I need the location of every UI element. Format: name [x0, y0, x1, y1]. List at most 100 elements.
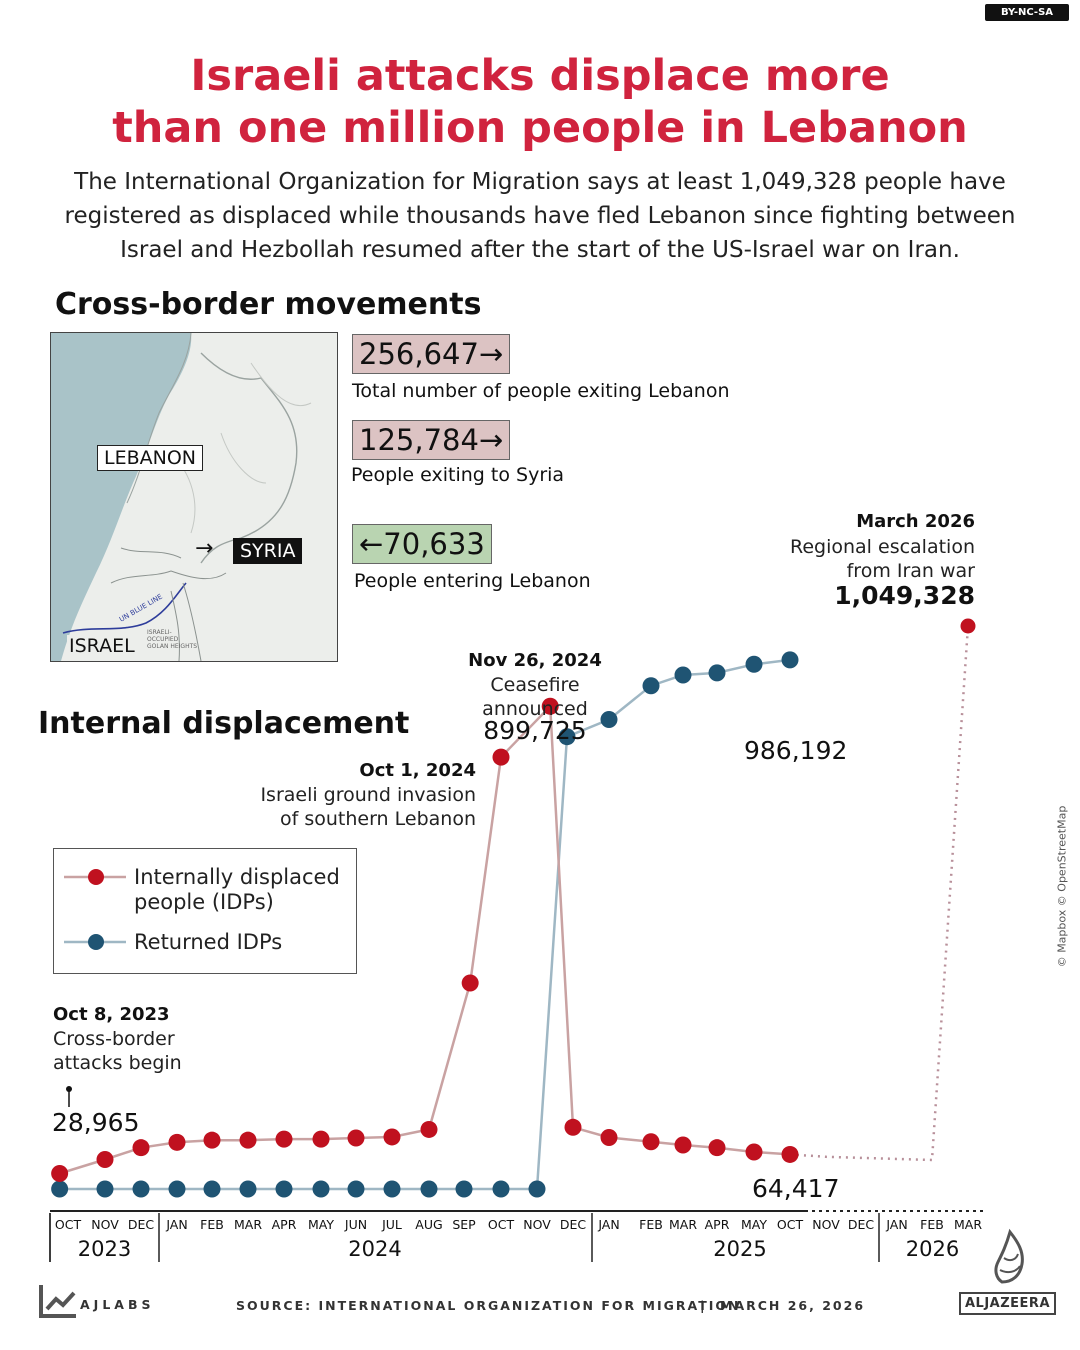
returned-point: [674, 666, 692, 684]
chart-legend: Internally displaced people (IDPs) Retur…: [53, 848, 357, 974]
returned-point: [492, 1180, 510, 1198]
stat-total-exiting-label: Total number of people exiting Lebanon: [352, 380, 730, 402]
x-tick-label: SEP: [452, 1217, 476, 1232]
returned-point: [420, 1180, 438, 1198]
returned-point: [51, 1180, 69, 1198]
svg-text:OCCUPIED: OCCUPIED: [147, 636, 179, 643]
map-label-lebanon: LEBANON: [97, 445, 204, 471]
idp-point-march-2026: [960, 618, 976, 634]
legend-idp-swatch: [64, 869, 126, 885]
annotation-oct2023-line1: Cross-border: [53, 1028, 175, 1050]
svg-text:GOLAN HEIGHTS: GOLAN HEIGHTS: [147, 643, 197, 650]
annotation-oct2023-value: 28,965: [52, 1108, 140, 1137]
stat-exiting-syria-label: People exiting to Syria: [351, 464, 565, 486]
x-tick-label: JUL: [381, 1217, 402, 1232]
x-tick-label: NOV: [523, 1217, 551, 1232]
legend-returned-label: Returned IDPs: [134, 930, 283, 954]
idp-point: [168, 1133, 186, 1151]
x-tick-label: OCT: [55, 1217, 82, 1232]
returned-last-value: 986,192: [744, 736, 848, 765]
x-tick-label: APR: [272, 1217, 297, 1232]
idp-point: [781, 1145, 799, 1163]
idp-point: [96, 1150, 114, 1168]
x-tick-label: JAN: [597, 1217, 619, 1232]
returned-point: [168, 1180, 186, 1198]
stat-total-exiting-value: 256,647→: [352, 334, 511, 374]
x-tick-label: MAY: [308, 1217, 334, 1232]
stat-entering-value: ←70,633: [352, 524, 492, 564]
year-label: 2025: [713, 1237, 766, 1261]
x-tick-label: NOV: [91, 1217, 119, 1232]
x-tick-label: OCT: [488, 1217, 515, 1232]
title-line-1: Israeli attacks displace more: [190, 51, 890, 101]
footer-date: MARCH 26, 2026: [720, 1298, 866, 1313]
returned-point: [132, 1180, 150, 1198]
annotation-oct2023-line2: attacks begin: [53, 1052, 182, 1074]
map-label-israel: ISRAEL: [67, 635, 137, 657]
x-tick-label: AUG: [415, 1217, 442, 1232]
x-tick-label: JUN: [344, 1217, 367, 1232]
returned-point: [347, 1180, 365, 1198]
x-tick-label: NOV: [812, 1217, 840, 1232]
stat-entering-label: People entering Lebanon: [354, 570, 591, 592]
x-tick-label: DEC: [848, 1217, 875, 1232]
idp-point: [51, 1164, 69, 1182]
idp-point: [745, 1143, 763, 1161]
idp-point: [492, 748, 510, 766]
map-graphic: UN BLUE LINE ISRAELI- OCCUPIED GOLAN HEI…: [51, 333, 337, 661]
page-subtitle: The International Organization for Migra…: [30, 165, 1050, 267]
map-arrow-icon: →: [195, 536, 214, 561]
annotation-pin-dot: [66, 1086, 72, 1092]
idp-point: [420, 1120, 438, 1138]
annotation-mar2026-date: March 2026: [856, 511, 975, 532]
annotation-oct2024-text: Israeli ground invasion of southern Leba…: [200, 783, 476, 831]
x-tick-label: MAR: [234, 1217, 262, 1232]
stat-exiting-syria-value: 125,784→: [352, 420, 511, 460]
aljazeera-emblem-icon: [994, 1228, 1024, 1284]
x-tick-label: DEC: [560, 1217, 587, 1232]
title-line-2: than one million people in Lebanon: [112, 103, 968, 153]
map-credit: © Mapbox © OpenStreetMap: [1055, 805, 1069, 968]
x-tick-label: JAN: [165, 1217, 187, 1232]
idp-point: [708, 1139, 726, 1157]
annotation-nov2024-text: Ceasefire announced: [455, 673, 615, 721]
idp-point: [642, 1133, 660, 1151]
annotation-oct2024-line2: of southern Lebanon: [279, 808, 476, 830]
license-badge: BY-NC-SA: [985, 4, 1069, 21]
annotation-nov2024-line1: Ceasefire: [490, 674, 580, 696]
returned-point: [203, 1180, 221, 1198]
year-label: 2026: [906, 1237, 959, 1261]
annotation-mar2026-line1: Regional escalation: [790, 536, 975, 558]
svg-text:ISRAELI-: ISRAELI-: [147, 629, 172, 636]
returned-point: [600, 711, 618, 729]
year-label: 2023: [78, 1237, 131, 1261]
footer-source: SOURCE: INTERNATIONAL ORGANIZATION FOR M…: [236, 1298, 741, 1313]
year-label: 2024: [348, 1237, 401, 1261]
idp-point: [600, 1128, 618, 1146]
aljazeera-logo: ALJAZEERA: [959, 1292, 1057, 1315]
annotation-mar2026-value: 1,049,328: [834, 581, 975, 610]
x-tick-label: MAR: [669, 1217, 697, 1232]
annotation-nov2024-value: 899,725: [483, 716, 587, 745]
idp-point: [132, 1139, 150, 1157]
annotation-nov2024-line2: announced: [482, 698, 588, 720]
idp-point: [541, 697, 559, 715]
legend-idp-line2: people (IDPs): [134, 890, 274, 914]
annotation-mar2026-text: Regional escalation from Iran war: [700, 535, 975, 583]
map: UN BLUE LINE ISRAELI- OCCUPIED GOLAN HEI…: [50, 332, 338, 662]
idp-point: [203, 1131, 221, 1149]
idp-last-value: 64,417: [752, 1174, 840, 1203]
returned-point: [312, 1180, 330, 1198]
idp-point: [564, 1118, 582, 1136]
x-tick-label: FEB: [639, 1217, 663, 1232]
returned-point: [642, 677, 660, 695]
returned-point: [558, 728, 576, 746]
footer-separator: |: [700, 1298, 707, 1313]
returned-point: [96, 1180, 114, 1198]
x-tick-label: FEB: [920, 1217, 944, 1232]
x-tick-label: MAR: [954, 1217, 982, 1232]
returned-point: [708, 664, 726, 682]
subtitle-line-1: The International Organization for Migra…: [74, 169, 1006, 195]
page-title: Israeli attacks displace more than one m…: [0, 50, 1080, 154]
annotation-mar2026-line2: from Iran war: [846, 560, 975, 582]
